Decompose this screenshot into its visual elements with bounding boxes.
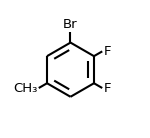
Text: Br: Br: [63, 18, 78, 31]
Text: F: F: [103, 45, 111, 58]
Text: CH₃: CH₃: [13, 82, 38, 95]
Text: F: F: [103, 82, 111, 95]
